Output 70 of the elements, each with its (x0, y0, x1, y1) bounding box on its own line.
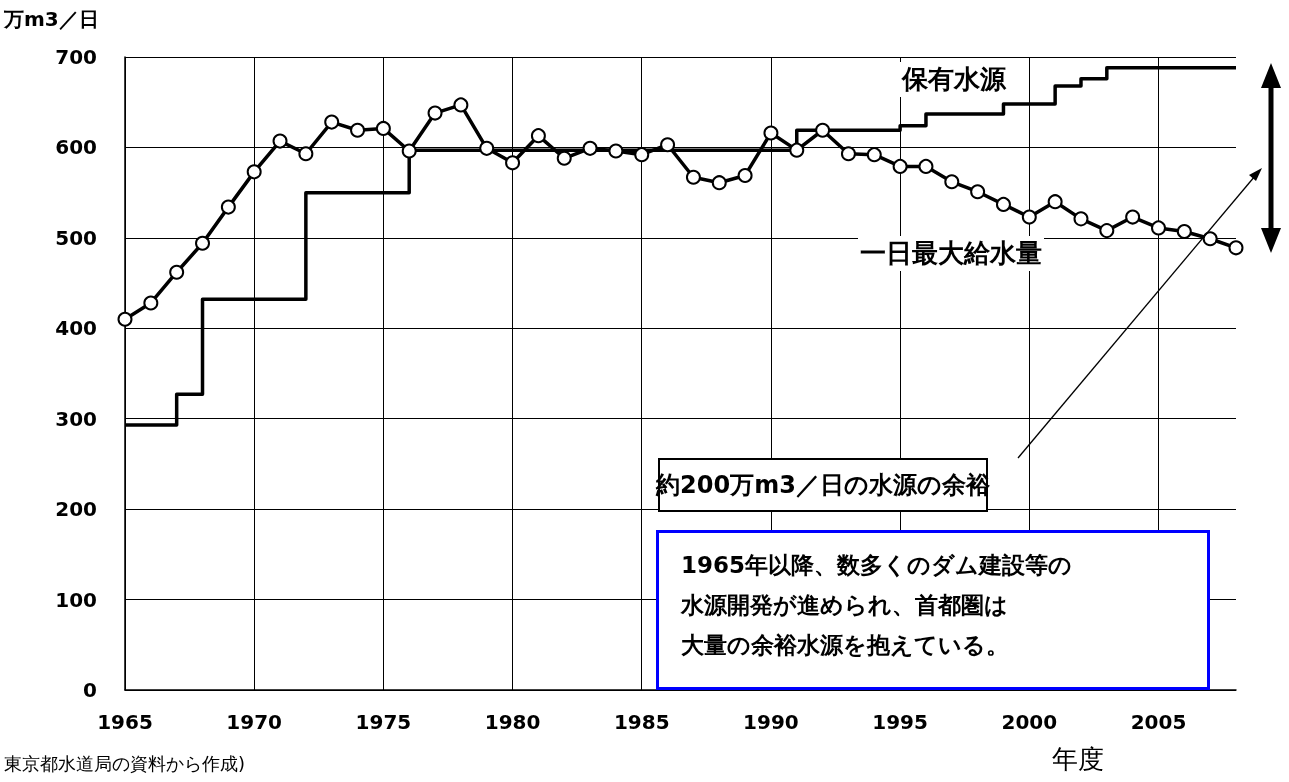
point (479, 140, 495, 156)
x-axis-title: 年度 (1052, 743, 1104, 776)
x-tick-label: 2005 (1130, 710, 1187, 734)
point (1151, 220, 1166, 236)
series-label: 一日最大給水量 (858, 236, 1044, 271)
point (427, 105, 443, 121)
point (1073, 211, 1089, 227)
point (1021, 209, 1037, 225)
y-tick-label: 400 (55, 316, 97, 341)
x-tick-label: 1965 (97, 710, 153, 734)
text: 東京都水道局の資料から作成) (4, 752, 246, 776)
y-axis-title: 万m3／日 (4, 6, 99, 33)
point (660, 137, 676, 153)
x-tick-label: 2000 (1001, 710, 1058, 734)
y-tick-label: 100 (55, 587, 97, 612)
point (505, 155, 521, 171)
y-tick-label: 500 (55, 225, 97, 250)
point (246, 164, 262, 180)
point (918, 158, 934, 174)
point (1228, 240, 1244, 256)
point (1099, 223, 1115, 239)
annotation: 1965年以降、数多くのダム建設等の (681, 551, 1073, 580)
point (556, 150, 572, 166)
annotation: 水源開発が進められ、首都圏は (681, 591, 1009, 620)
point (350, 122, 366, 138)
point (995, 196, 1011, 212)
x-tick-label: 1980 (484, 710, 541, 734)
point (298, 146, 314, 162)
point (789, 142, 805, 158)
note-box: 1965年以降、数多くのダム建設等の 水源開発が進められ、首都圏は 大量の余裕水源を抱えている。 (656, 530, 1210, 690)
point (866, 147, 882, 163)
point (453, 97, 469, 113)
point (324, 114, 340, 130)
point (143, 295, 159, 311)
x-tick-label: 1995 (872, 710, 928, 734)
series-label: 保有水源 (900, 62, 1008, 97)
point (608, 143, 624, 159)
annotation: 大量の余裕水源を抱えている。 (681, 631, 1010, 660)
point (375, 120, 391, 136)
point (685, 169, 701, 185)
point (117, 311, 133, 327)
point (169, 264, 185, 280)
y-tick-label: 700 (55, 45, 97, 69)
x-tick-label: 1990 (743, 710, 799, 734)
point (840, 146, 856, 162)
y-tick-label: 600 (55, 135, 97, 160)
point (582, 140, 598, 156)
y-tick-label: 0 (83, 678, 97, 702)
x-tick-label: 1975 (355, 710, 412, 734)
point (711, 175, 727, 191)
point (272, 133, 288, 149)
point (195, 235, 211, 251)
point (1125, 209, 1141, 225)
x-tick-label: 1970 (226, 710, 283, 734)
point (634, 147, 650, 163)
point (401, 143, 417, 159)
y-tick-label: 300 (55, 406, 97, 431)
x-tick-label: 1985 (613, 710, 670, 734)
point (944, 174, 960, 190)
y-tick-label: 200 (55, 497, 97, 522)
point (1047, 194, 1063, 210)
point (737, 167, 753, 183)
point (530, 128, 546, 144)
point (892, 158, 908, 174)
point (970, 184, 986, 200)
point (763, 125, 779, 141)
point (815, 122, 831, 138)
point (1176, 224, 1192, 240)
point (1202, 231, 1218, 247)
point (220, 199, 236, 215)
